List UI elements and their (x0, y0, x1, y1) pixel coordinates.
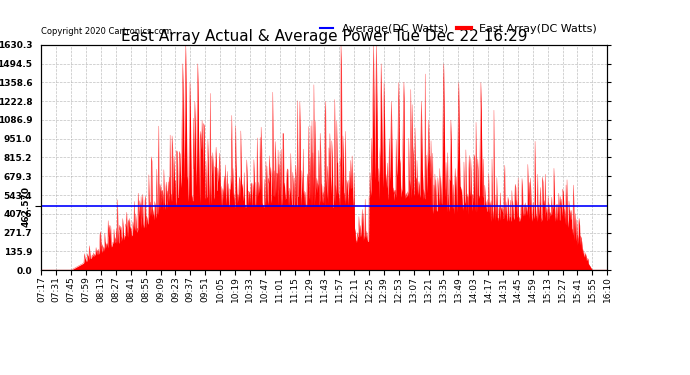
Legend: Average(DC Watts), East Array(DC Watts): Average(DC Watts), East Array(DC Watts) (315, 19, 602, 38)
Title: East Array Actual & Average Power Tue Dec 22 16:29: East Array Actual & Average Power Tue De… (121, 29, 528, 44)
Text: Copyright 2020 Cartronics.com: Copyright 2020 Cartronics.com (41, 27, 172, 36)
